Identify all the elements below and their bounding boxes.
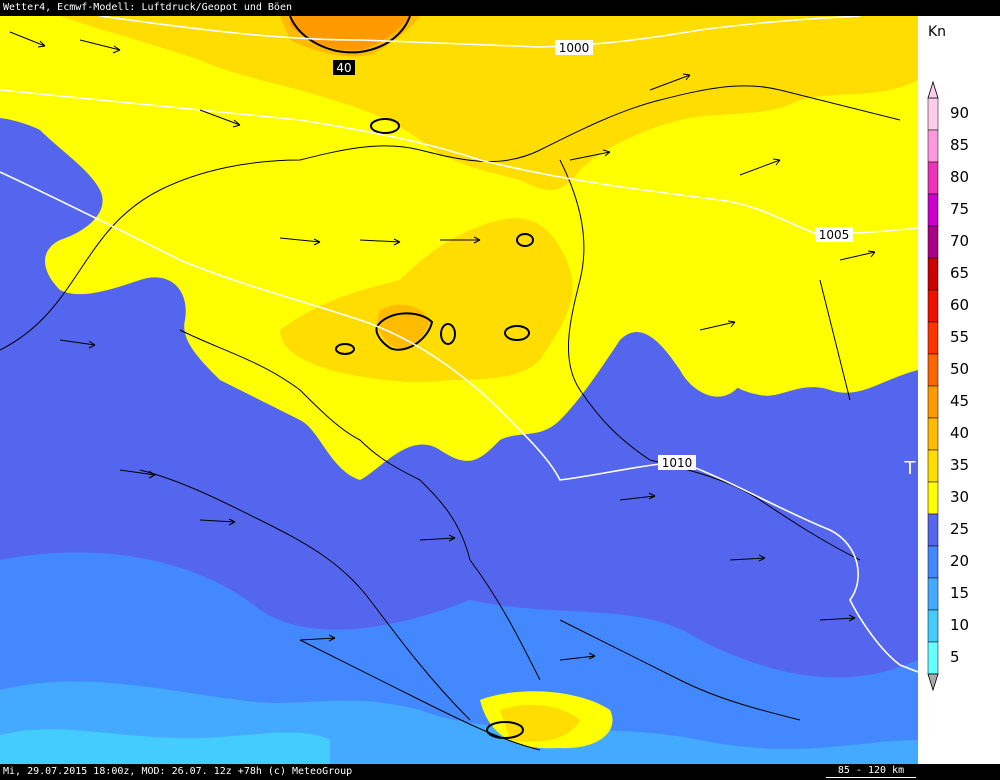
legend-swatch-85 — [927, 129, 939, 163]
legend-cells — [927, 97, 939, 675]
legend-label-35: 35 — [950, 456, 970, 474]
gust-region-35kn-north — [60, 16, 918, 190]
wind-arrows — [9, 31, 876, 661]
legend-swatch-10 — [927, 609, 939, 643]
low-pressure-marker: T — [904, 458, 917, 479]
isobar-label-bg-1005 — [815, 227, 853, 242]
legend-swatch-75 — [927, 193, 939, 227]
legend-label-90: 90 — [950, 104, 970, 122]
legend-label-80: 80 — [950, 168, 970, 186]
isobar-label-1005: 1005 — [819, 228, 850, 242]
footer-timestamp: Mi, 29.07.2015 18:00z, MOD: 26.07. 12z +… — [3, 766, 353, 777]
legend-swatch-20 — [927, 545, 939, 579]
legend-swatch-50 — [927, 353, 939, 387]
legend-label-85: 85 — [950, 136, 970, 154]
gust-field-svg: 1000 1005 1010 40 T — [0, 16, 918, 764]
isobar-label-1010: 1010 — [662, 456, 693, 470]
legend-label-75: 75 — [950, 200, 970, 218]
legend-swatch-55 — [927, 321, 939, 355]
map-title: Wetter4, Ecmwf-Modell: Luftdruck/Geopot … — [0, 0, 1000, 16]
legend-swatch-60 — [927, 289, 939, 323]
legend-swatch-70 — [927, 225, 939, 259]
legend-label-50: 50 — [950, 360, 970, 378]
legend-unit: Kn — [928, 24, 947, 40]
legend-label-30: 30 — [950, 488, 970, 506]
legend-bottom-arrow — [927, 673, 939, 692]
legend-label-10: 10 — [950, 616, 970, 634]
gust-region-35kn-central — [280, 218, 573, 382]
legend-label-55: 55 — [950, 328, 970, 346]
legend-label-25: 25 — [950, 520, 970, 538]
gust-region-35kn-alps — [500, 704, 580, 742]
weather-map: 1000 1005 1010 40 T — [0, 16, 918, 764]
legend-label-40: 40 — [950, 424, 970, 442]
legend-label-65: 65 — [950, 264, 970, 282]
legend-swatch-45 — [927, 385, 939, 419]
legend-swatch-40 — [927, 417, 939, 451]
legend-swatch-35 — [927, 449, 939, 483]
gust-region-10kn — [0, 729, 330, 764]
gust-region-45kn-north — [290, 16, 410, 51]
legend-swatch-25 — [927, 513, 939, 547]
isobar-label-bg-1000 — [555, 40, 593, 55]
map-scale: 85 - 120 km — [826, 764, 916, 778]
legend-label-45: 45 — [950, 392, 970, 410]
legend-swatch-80 — [927, 161, 939, 195]
gust-label-40: 40 — [336, 61, 351, 75]
legend-top-arrow — [927, 80, 939, 99]
legend-swatch-5 — [927, 641, 939, 675]
legend-label-5: 5 — [950, 648, 960, 666]
gust-40kn-contours — [289, 16, 534, 739]
gust-label-bg — [333, 60, 355, 75]
legend-label-20: 20 — [950, 552, 970, 570]
gust-region-30kn-east — [700, 306, 918, 396]
legend: Kn 90 85 80 75 70 65 60 55 50 45 40 35 30 25 20 15 10 5 — [918, 16, 1000, 764]
isobar-labels: 1000 1005 1010 — [555, 40, 853, 470]
isobar-label-bg-1010 — [658, 455, 696, 470]
legend-swatch-30 — [927, 481, 939, 515]
legend-label-70: 70 — [950, 232, 970, 250]
legend-label-15: 15 — [950, 584, 970, 602]
legend-colorbar — [927, 80, 939, 692]
footer: Mi, 29.07.2015 18:00z, MOD: 26.07. 12z +… — [0, 764, 1000, 780]
isobar-label-1000: 1000 — [559, 41, 590, 55]
legend-swatch-65 — [927, 257, 939, 291]
legend-swatch-90 — [927, 97, 939, 131]
legend-label-60: 60 — [950, 296, 970, 314]
legend-swatch-15 — [927, 577, 939, 611]
